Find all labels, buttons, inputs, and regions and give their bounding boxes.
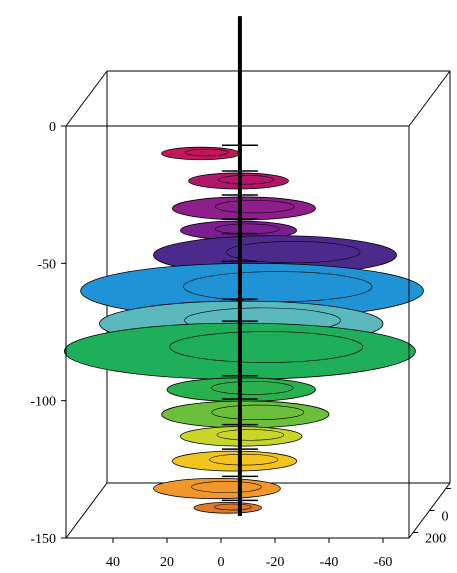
box-edge-top-left [65, 70, 108, 127]
data-layers [63, 16, 424, 517]
layer-contour-4 [226, 241, 361, 264]
z-tick-label-0: 0 [49, 120, 56, 135]
layer-disc-12 [153, 478, 281, 500]
y-tick-label-1: 0 [442, 510, 449, 525]
layer-contour-10 [216, 429, 285, 441]
z-tick-label-3: -150 [30, 532, 56, 547]
layer-contour-0 [184, 148, 229, 157]
layer-9 [161, 398, 330, 429]
layer-contour-9 [211, 404, 305, 421]
layer-contour-1 [218, 175, 274, 185]
box-edge-top-right [408, 70, 451, 127]
x-tick-label-1: 20 [160, 555, 174, 570]
layer-contour-12 [191, 481, 262, 493]
box-front [65, 125, 410, 539]
x-tick-label-0: 40 [106, 555, 120, 570]
y-tick-label-0: 200 [425, 532, 446, 547]
box-edge-bottom-left [65, 482, 108, 539]
layer-disc-2 [171, 196, 316, 221]
layer-contour-7 [169, 331, 364, 363]
layer-contour-13 [213, 503, 252, 511]
layer-2 [171, 194, 316, 221]
layer-0 [161, 144, 258, 161]
box-front-frame [65, 125, 410, 539]
layer-disc-13 [193, 501, 262, 514]
x-tick-label-3: -20 [266, 555, 285, 570]
layer-13 [193, 499, 262, 514]
layer-contour-8 [211, 381, 294, 395]
layer-contour-2 [215, 200, 295, 214]
z-tick-label-2: -100 [30, 395, 56, 410]
layer-disc-11 [171, 450, 297, 472]
layer-11 [171, 448, 297, 472]
x-tick-label-4: -40 [320, 555, 339, 570]
layer-contour-11 [209, 453, 279, 466]
x-tick-label-5: -60 [374, 555, 393, 570]
layer-12 [153, 475, 281, 500]
z-tick-label-1: -50 [37, 257, 56, 272]
x-tick-label-2: 0 [218, 555, 225, 570]
